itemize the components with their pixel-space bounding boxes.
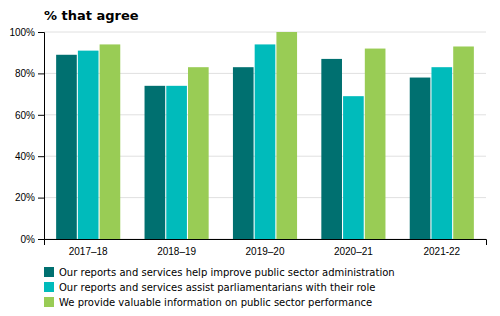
- tick-mark: [38, 198, 44, 199]
- tick-mark: [38, 32, 44, 33]
- tick-label: 40%: [15, 151, 35, 162]
- legend-item: Our reports and services help improve pu…: [44, 267, 395, 278]
- tick: 0%: [21, 234, 44, 245]
- tick-label: 20%: [15, 192, 35, 203]
- legend-swatch: [44, 297, 54, 307]
- tick: 60%: [15, 110, 44, 121]
- tick: 2019–20: [246, 246, 285, 257]
- bar: [365, 49, 386, 239]
- legend-item: Our reports and services assist parliame…: [44, 282, 375, 293]
- tick-label: 2019–20: [246, 246, 285, 257]
- tick-label: 2020–21: [334, 246, 373, 257]
- tick: 100%: [9, 27, 44, 38]
- tick: 2020–21: [334, 246, 373, 257]
- tick-mark: [38, 73, 44, 74]
- axis-domain: [38, 33, 45, 240]
- bar: [78, 51, 99, 239]
- bar-series: [78, 44, 452, 239]
- grid: [44, 32, 486, 239]
- tick: 2021-22: [423, 246, 460, 257]
- legend-label: Our reports and services assist parliame…: [59, 282, 375, 293]
- tick-label: 60%: [15, 110, 35, 121]
- tick-mark: [38, 156, 44, 157]
- tick: 80%: [15, 68, 44, 79]
- tick-label: 80%: [15, 68, 35, 79]
- bar: [343, 96, 364, 239]
- bar: [56, 55, 77, 239]
- bar-series: [100, 32, 474, 239]
- bar: [166, 86, 187, 239]
- tick: 40%: [15, 151, 44, 162]
- tick: 2018–19: [157, 246, 196, 257]
- tick-mark: [38, 239, 44, 240]
- x-axis: 2017–18 2018–19 2019–20 2020–21 2021-22: [45, 240, 487, 258]
- legend-item: We provide valuable information on publi…: [44, 297, 372, 308]
- bar: [255, 44, 276, 239]
- legend-label: We provide valuable information on publi…: [59, 297, 372, 308]
- grid-line: [44, 32, 486, 33]
- bar: [233, 67, 254, 239]
- plot: 0%20%40%60%80%100%2017–182018–192019–202…: [9, 27, 486, 257]
- bar: [321, 59, 342, 239]
- bar: [188, 67, 209, 239]
- bar: [100, 44, 121, 239]
- chart: 0%20%40%60%80%100%2017–182018–192019–202…: [0, 0, 500, 316]
- tick-mark: [38, 115, 44, 116]
- tick-label: 2017–18: [69, 246, 108, 257]
- bars: [56, 32, 474, 239]
- legend-swatch: [44, 282, 54, 292]
- bar: [431, 67, 452, 239]
- tick-label: 0%: [21, 234, 36, 245]
- legend-label: Our reports and services help improve pu…: [59, 267, 395, 278]
- bar: [276, 32, 297, 239]
- tick-label: 2021-22: [423, 246, 460, 257]
- legend-swatch: [44, 267, 54, 277]
- tick: 20%: [15, 192, 44, 203]
- axis-domain: [45, 240, 487, 246]
- tick: 2017–18: [69, 246, 108, 257]
- tick-label: 100%: [9, 27, 35, 38]
- tick-label: 2018–19: [157, 246, 196, 257]
- title: % that agree: [44, 8, 139, 23]
- bar: [145, 86, 166, 239]
- y-axis: 0% 20% 40% 60% 80% 100%: [9, 27, 44, 245]
- bar: [453, 46, 474, 239]
- legend: Our reports and services help improve pu…: [44, 267, 395, 308]
- bar: [410, 78, 431, 239]
